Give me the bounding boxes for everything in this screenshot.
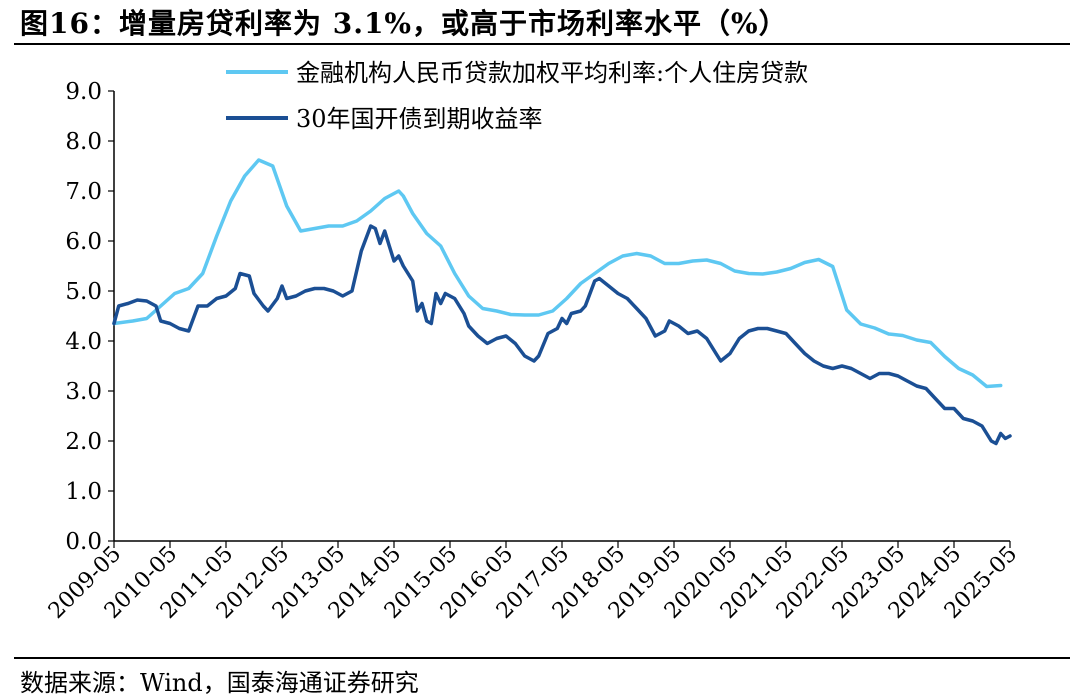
y-tick-label: 2.0 — [65, 429, 102, 455]
title-rule — [14, 43, 1070, 45]
y-tick-label: 3.0 — [65, 379, 102, 405]
legend: 金融机构人民币贷款加权平均利率:个人住房贷款 30年国开债到期收益率 — [226, 59, 808, 133]
source-note: 数据来源：Wind，国泰海通证券研究 — [20, 669, 419, 697]
y-tick-label: 4.0 — [65, 329, 102, 355]
legend-label-mortgage-rate: 金融机构人民币贷款加权平均利率:个人住房贷款 — [296, 59, 808, 87]
y-tick-label: 6.0 — [65, 229, 102, 255]
series-line-cdb-30y-yield — [112, 224, 1012, 446]
legend-label-cdb-30y-yield: 30年国开债到期收益率 — [296, 105, 543, 133]
figure-title: 图16：增量房贷利率为 3.1%，或高于市场利率水平（%） — [20, 7, 788, 40]
y-tick-label: 0.0 — [65, 529, 102, 555]
y-tick-label: 1.0 — [65, 479, 102, 505]
series-layer — [112, 158, 1012, 446]
y-tick-label: 8.0 — [65, 129, 102, 155]
y-tick-label: 9.0 — [65, 79, 102, 105]
series-line-mortgage-rate — [112, 158, 1003, 389]
chart-axes: 0.01.02.03.04.05.06.07.08.09.02009-05201… — [44, 79, 1022, 624]
footer-rule — [14, 657, 1070, 659]
y-tick-label: 7.0 — [65, 179, 102, 205]
y-tick-label: 5.0 — [65, 279, 102, 305]
